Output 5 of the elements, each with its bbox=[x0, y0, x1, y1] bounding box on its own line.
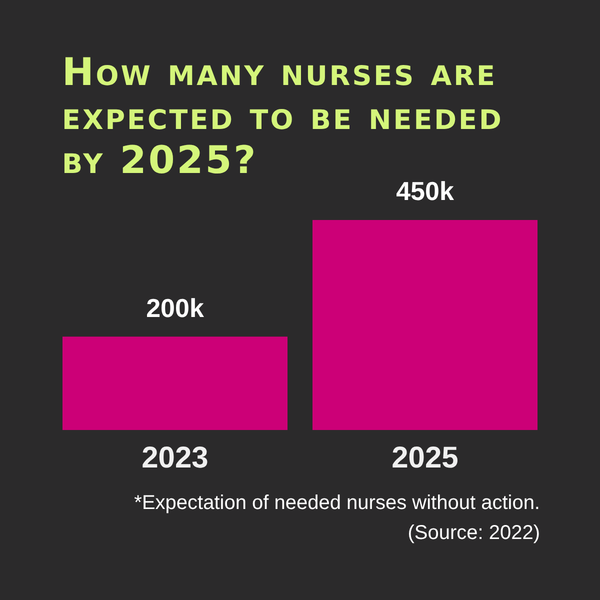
x-tick-label: 2025 bbox=[392, 441, 458, 474]
text: *Expectation of needed nurses without action. bbox=[134, 491, 540, 516]
x-tick-label: 2023 bbox=[142, 441, 208, 474]
text: (Source: 2022) bbox=[406, 521, 540, 546]
data-label: 200k bbox=[146, 292, 204, 323]
